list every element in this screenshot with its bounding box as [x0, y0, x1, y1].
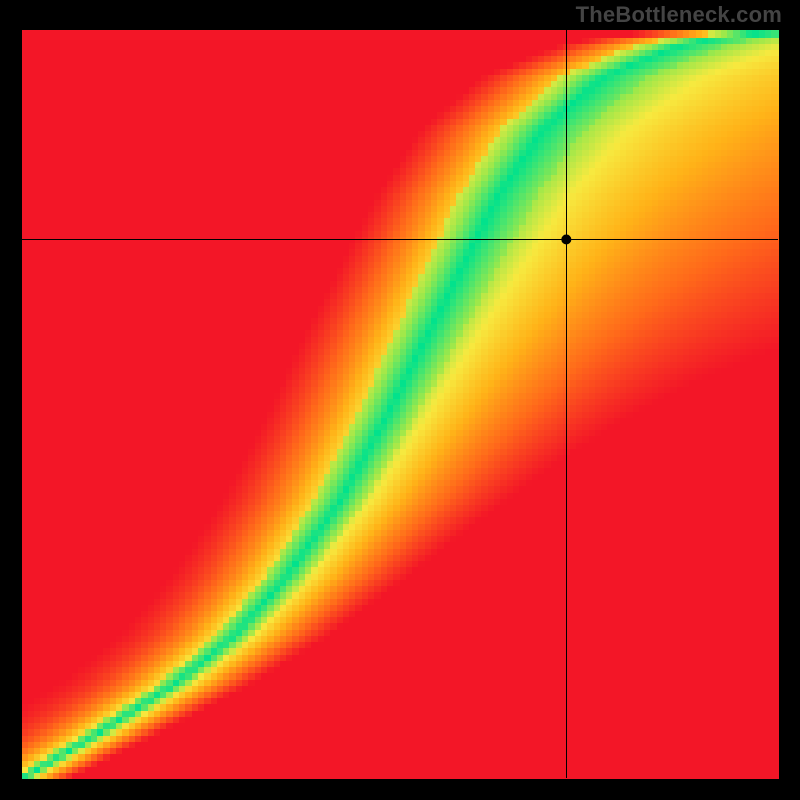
- bottleneck-heatmap-canvas: [0, 0, 800, 800]
- root-container: TheBottleneck.com: [0, 0, 800, 800]
- watermark-text: TheBottleneck.com: [576, 2, 782, 28]
